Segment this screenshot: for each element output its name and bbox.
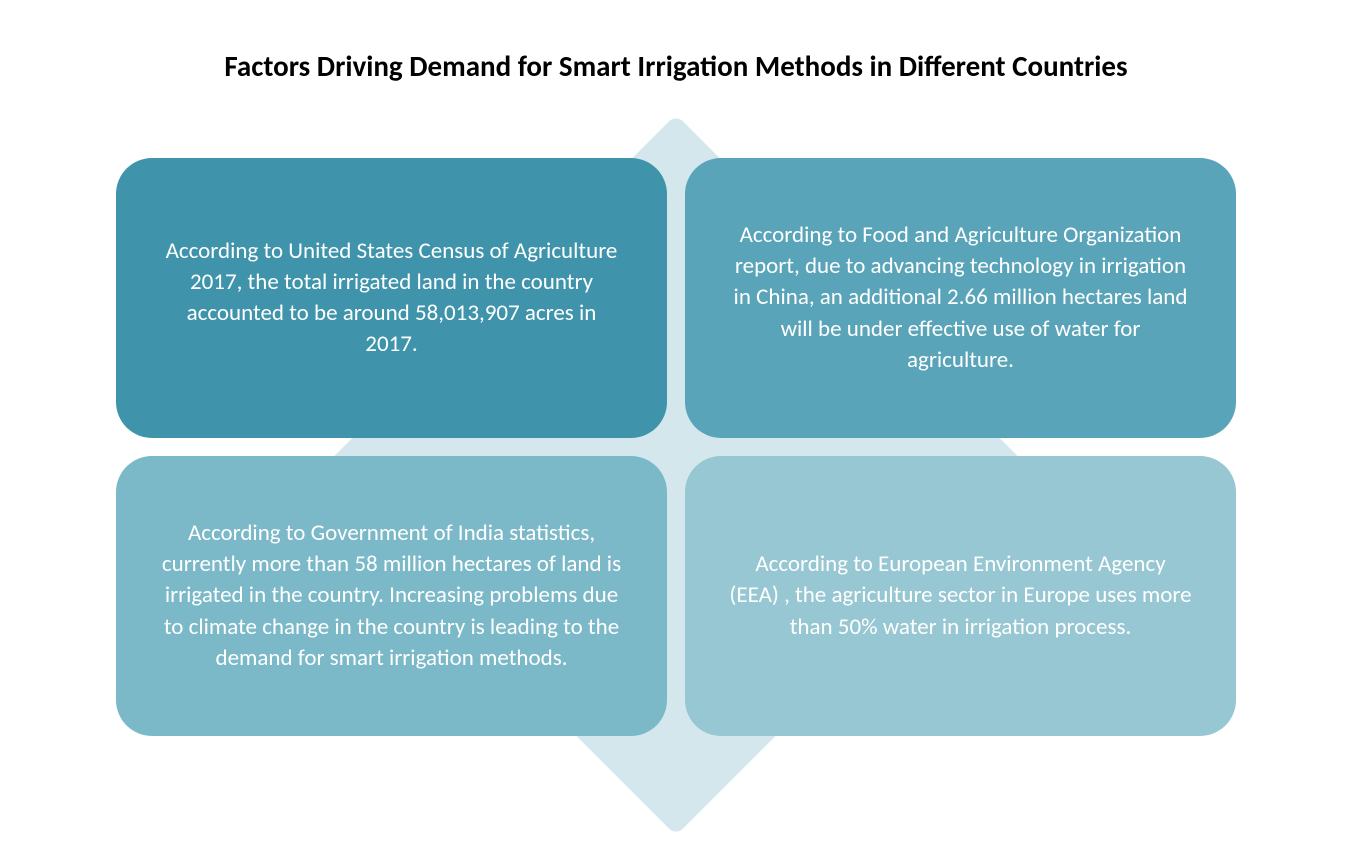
card-text: According to Government of India statist… — [160, 518, 623, 673]
card-text: According to United States Census of Agr… — [160, 236, 623, 360]
card-china: According to Food and Agriculture Organi… — [685, 158, 1236, 438]
page-title: Factors Driving Demand for Smart Irrigat… — [0, 0, 1352, 84]
cards-grid: According to United States Census of Agr… — [116, 158, 1236, 736]
card-text: According to European Environment Agency… — [729, 549, 1192, 642]
card-india: According to Government of India statist… — [116, 456, 667, 736]
card-text: According to Food and Agriculture Organi… — [729, 220, 1192, 375]
card-us: According to United States Census of Agr… — [116, 158, 667, 438]
card-europe: According to European Environment Agency… — [685, 456, 1236, 736]
